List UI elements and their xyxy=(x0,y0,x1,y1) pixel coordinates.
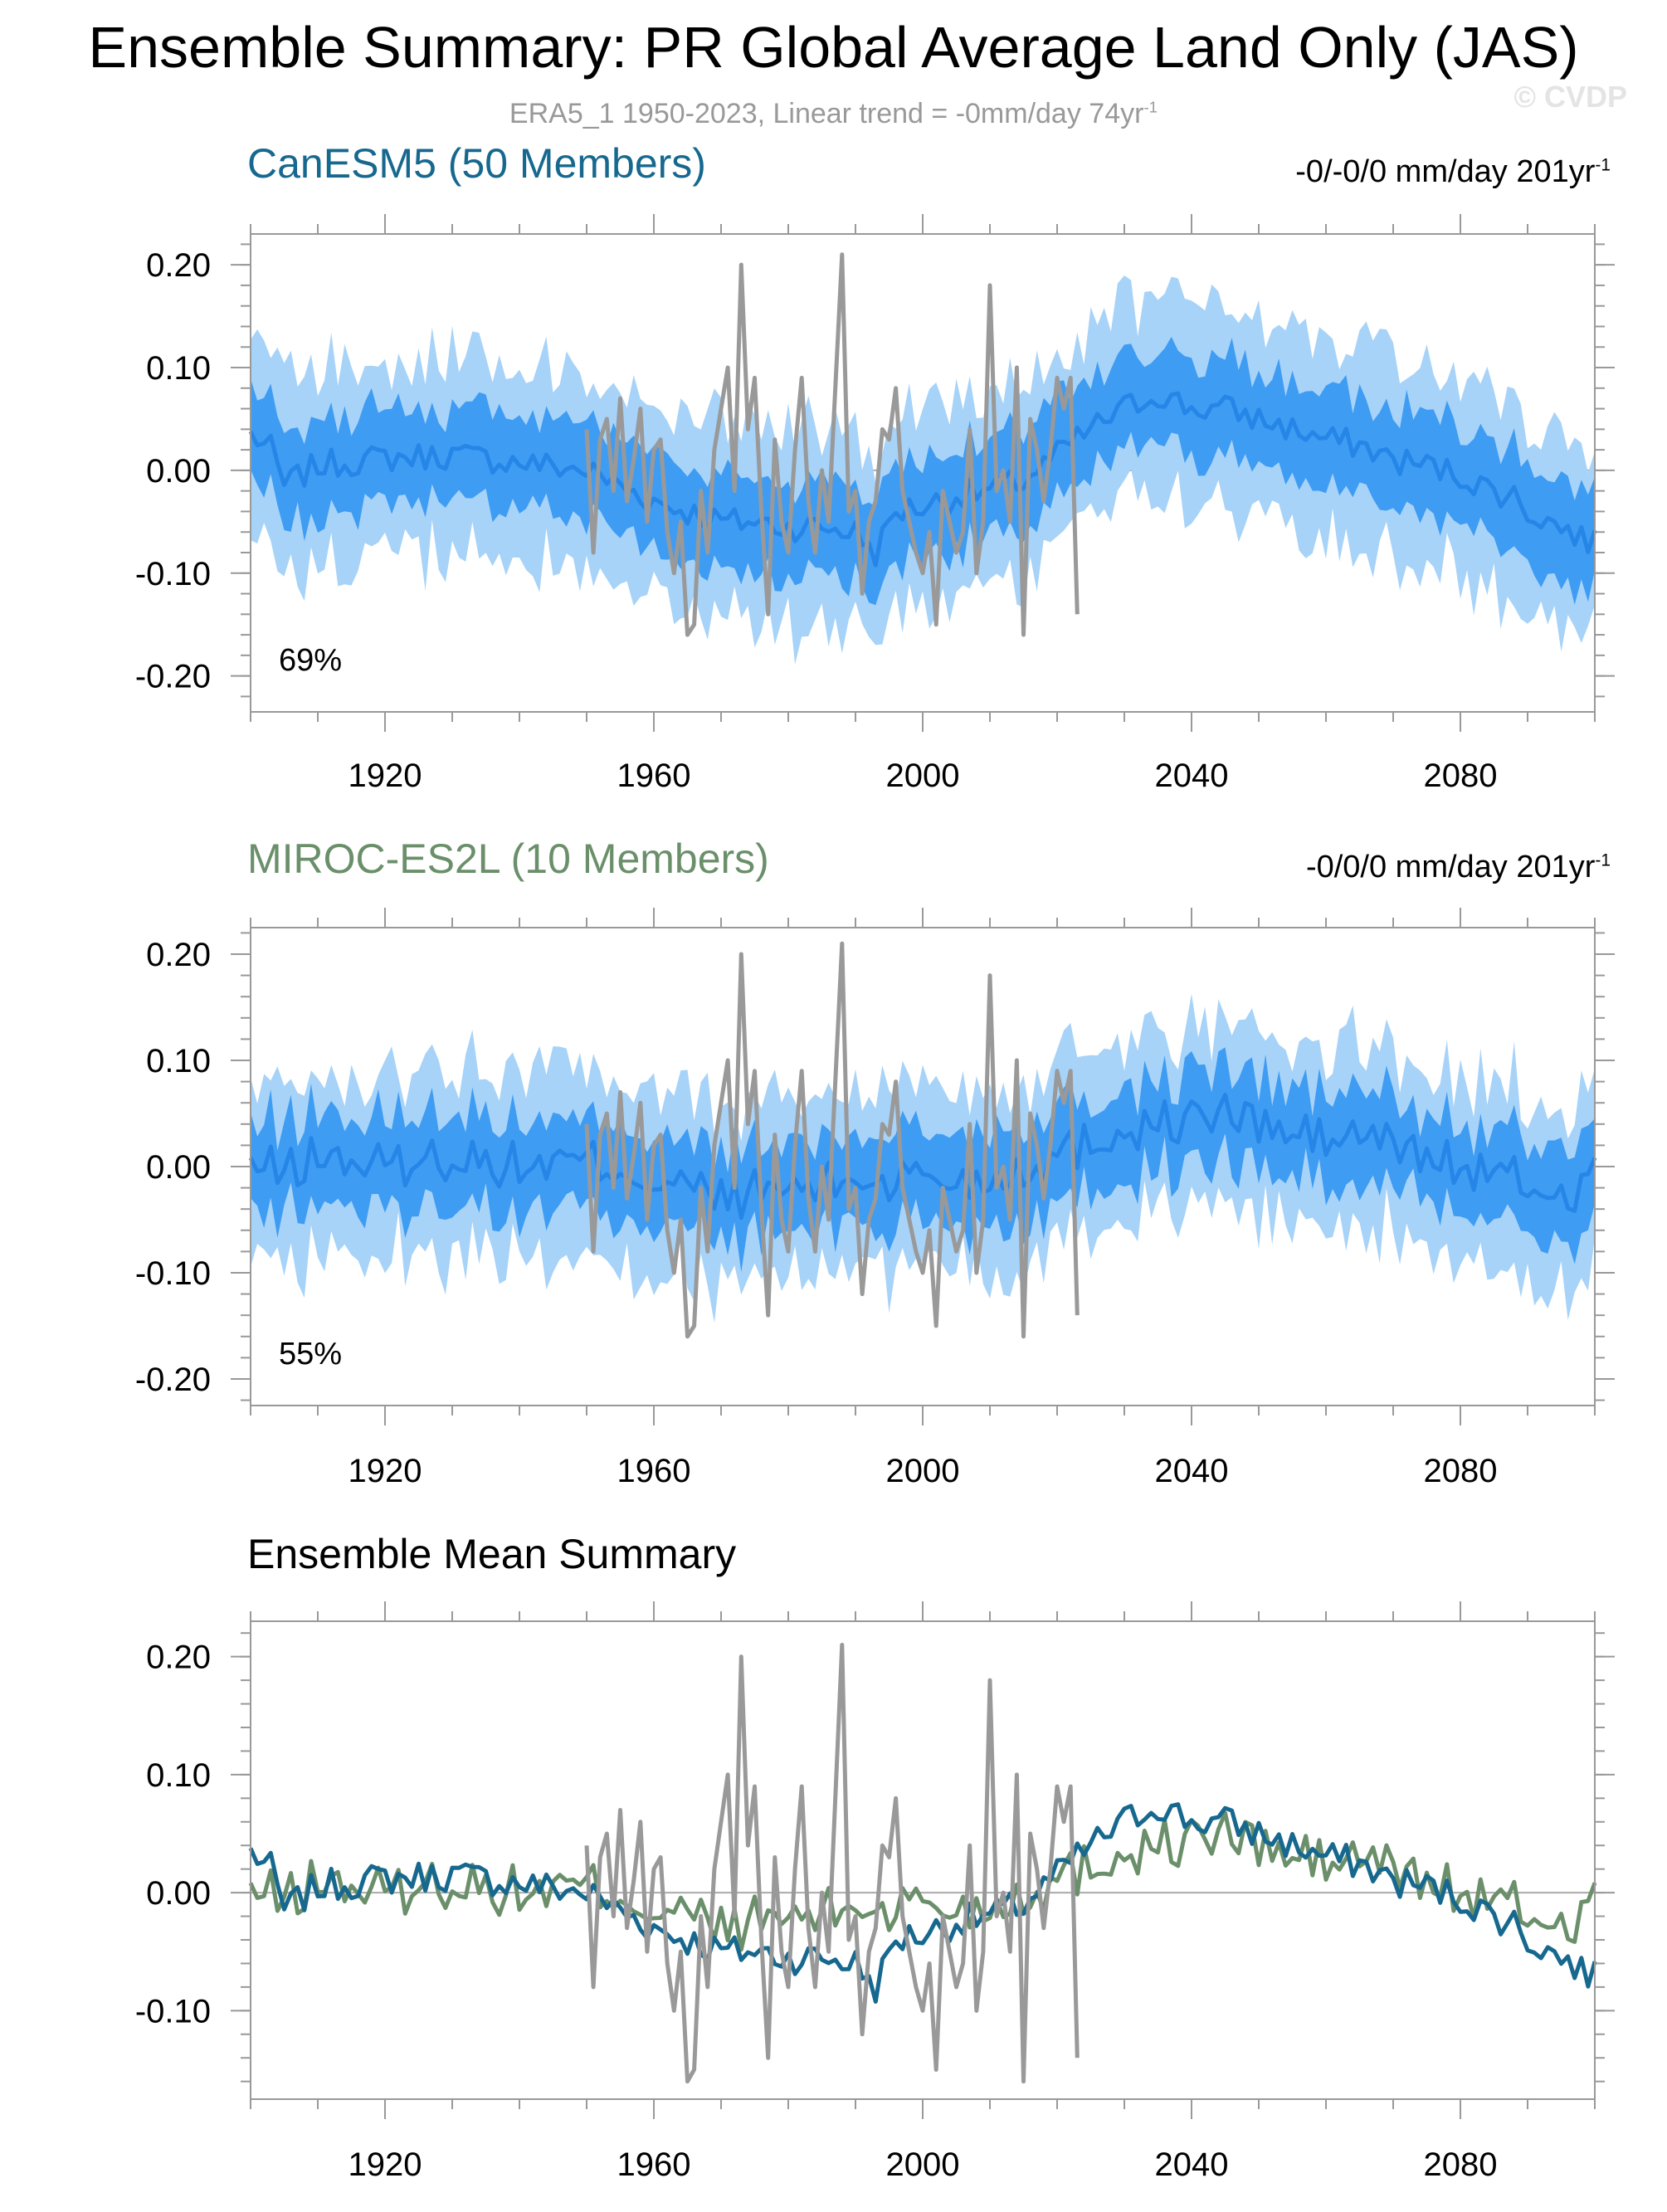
y-tick-label: 0.00 xyxy=(146,1149,211,1186)
y-tick-label: 0.10 xyxy=(146,1757,211,1794)
spread-inner-band xyxy=(251,1047,1595,1273)
x-tick-label: 1920 xyxy=(349,758,422,794)
panel-1-trend-text: -0/-0/0 mm/day 201yr xyxy=(1295,154,1596,189)
y-tick-label: 0.20 xyxy=(146,1640,211,1676)
ensemble-mean-line xyxy=(248,391,1597,568)
panel-2-trend-text: -0/0/0 mm/day 201yr xyxy=(1305,850,1596,884)
ensemble-mean-line xyxy=(248,1093,1597,1220)
spread-inner-band xyxy=(251,336,1595,606)
x-tick-label: 2080 xyxy=(1424,758,1498,794)
y-tick-label: -0.20 xyxy=(135,659,211,695)
x-tick-label: 2080 xyxy=(1424,2146,1498,2183)
x-tick-label: 2000 xyxy=(886,758,960,794)
canesm5-mean-line xyxy=(248,1802,1597,2004)
panel-1: 0.20 0.10 0.00 -0.10 -0.20 1920 1960 2000 2040 20… xyxy=(135,214,1615,794)
panel-1-trend: -0/-0/0 mm/day 201yr-1 xyxy=(1295,156,1611,188)
y-tick-label: 0.20 xyxy=(146,247,211,284)
copyright-watermark: © CVDP xyxy=(1513,80,1627,114)
panel-3: 0.20 0.10 0.00 -0.10 1920 1960 2000 2040 2080 xyxy=(135,1601,1615,2183)
x-tick-label: 1960 xyxy=(617,1453,691,1489)
panel-2-trend: -0/0/0 mm/day 201yr-1 xyxy=(1306,851,1611,883)
y-tick-label: 0.10 xyxy=(146,350,211,387)
x-tick-label: 2000 xyxy=(886,1453,960,1489)
x-tick-label: 2040 xyxy=(1155,758,1229,794)
y-tick-label: 0.20 xyxy=(146,937,211,973)
y-tick-label: 0.10 xyxy=(146,1043,211,1079)
x-tick-label: 1960 xyxy=(617,758,691,794)
y-tick-label: -0.10 xyxy=(135,1993,211,2029)
main-title: Ensemble Summary: PR Global Average Land… xyxy=(88,15,1579,80)
panel-1-title: CanESM5 (50 Members) xyxy=(247,140,706,187)
y-tick-label: 0.00 xyxy=(146,453,211,490)
x-tick-label: 2080 xyxy=(1424,1453,1498,1489)
percent-label: 69% xyxy=(279,643,342,678)
y-tick-label: -0.10 xyxy=(135,556,211,592)
panel-3-title: Ensemble Mean Summary xyxy=(247,1531,737,1577)
x-tick-label: 1920 xyxy=(349,2146,422,2183)
y-tick-label: -0.10 xyxy=(135,1255,211,1292)
x-tick-label: 2040 xyxy=(1155,1453,1229,1489)
percent-label: 55% xyxy=(279,1337,342,1372)
observation-line xyxy=(584,1642,1080,2084)
observation-line xyxy=(584,252,1080,637)
panel-2-title: MIROC-ES2L (10 Members) xyxy=(247,836,769,882)
miroc-mean-line xyxy=(248,1810,1597,1952)
x-tick-label: 1960 xyxy=(617,2146,691,2183)
subtitle: ERA5_1 1950-2023, Linear trend = -0mm/da… xyxy=(0,98,1667,130)
panel-2-trend-exponent: -1 xyxy=(1595,850,1611,870)
y-tick-label: 0.00 xyxy=(146,1875,211,1912)
panel-2: 0.20 0.10 0.00 -0.10 -0.20 1920 1960 2000 2040 20… xyxy=(135,908,1615,1489)
x-tick-label: 1920 xyxy=(349,1453,422,1489)
observation-line xyxy=(584,941,1080,1339)
subtitle-exponent: -1 xyxy=(1143,98,1158,116)
panel-1-trend-exponent: -1 xyxy=(1595,155,1611,175)
y-tick-label: -0.20 xyxy=(135,1362,211,1398)
subtitle-text: ERA5_1 1950-2023, Linear trend = -0mm/da… xyxy=(509,98,1144,129)
x-tick-label: 2040 xyxy=(1155,2146,1229,2183)
x-tick-label: 2000 xyxy=(886,2146,960,2183)
